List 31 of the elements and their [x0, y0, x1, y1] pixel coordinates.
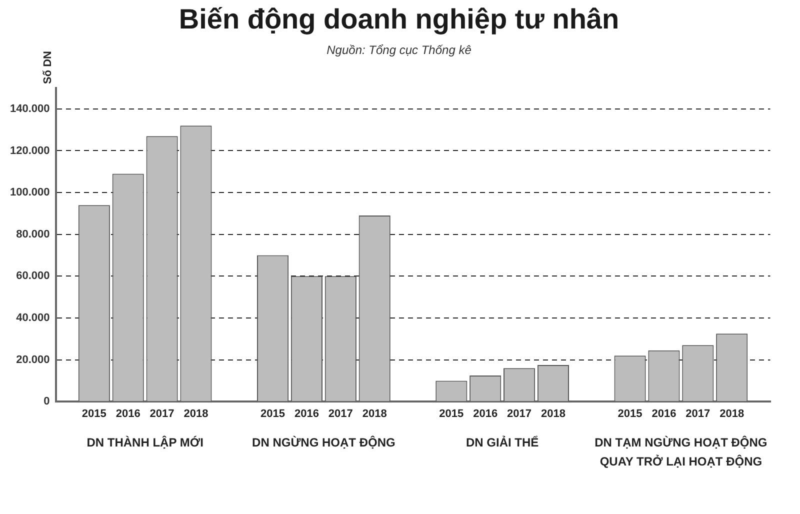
- text: 2016: [652, 408, 676, 420]
- text: 2018: [362, 408, 387, 420]
- series-label: 2015: [82, 408, 106, 420]
- x-tick-label: DN THÀNH LẬP MỚI: [86, 436, 204, 450]
- text: 2015: [618, 408, 642, 420]
- text: 2015: [260, 408, 286, 420]
- text: 2016: [294, 408, 319, 420]
- y-tick-label: 80.000: [16, 228, 50, 240]
- y-tick-label: 60.000: [16, 270, 50, 282]
- text: 2015: [439, 408, 464, 420]
- y-tick-label: 20.000: [16, 354, 50, 366]
- text: 2017: [507, 408, 532, 420]
- text: 2017: [328, 408, 353, 420]
- y-tick-label: 120.000: [10, 144, 50, 157]
- y-axis-title: Số DN: [42, 50, 54, 84]
- text: 2016: [473, 408, 498, 420]
- chart-subtitle: Nguồn: Tổng cục Thống kê: [326, 43, 472, 58]
- y-tick-label: 0: [44, 396, 50, 408]
- y-tick-label: 140.000: [10, 102, 50, 115]
- x-tick-label: DN GIẢI THỂ: [466, 436, 539, 450]
- text: 2018: [540, 408, 566, 420]
- series-label: 2018: [184, 408, 208, 420]
- x-tick-label: DN TẠM NGỪNG HOẠT ĐỘNG QUAY TRỞ LẠI HOẠT ĐỘNG: [594, 436, 768, 469]
- series-label: 2017: [150, 408, 174, 420]
- chart-title: Biến động doanh nghiệp tư nhân: [178, 4, 620, 35]
- y-tick-label: 40.000: [16, 312, 50, 324]
- series-label: 2016: [116, 408, 140, 420]
- x-tick-label: DN NGỪNG HOẠT ĐỘNG: [252, 436, 396, 450]
- y-tick-label: 100.000: [10, 186, 50, 199]
- text: 2017: [686, 408, 710, 420]
- text: 2018: [720, 408, 744, 420]
